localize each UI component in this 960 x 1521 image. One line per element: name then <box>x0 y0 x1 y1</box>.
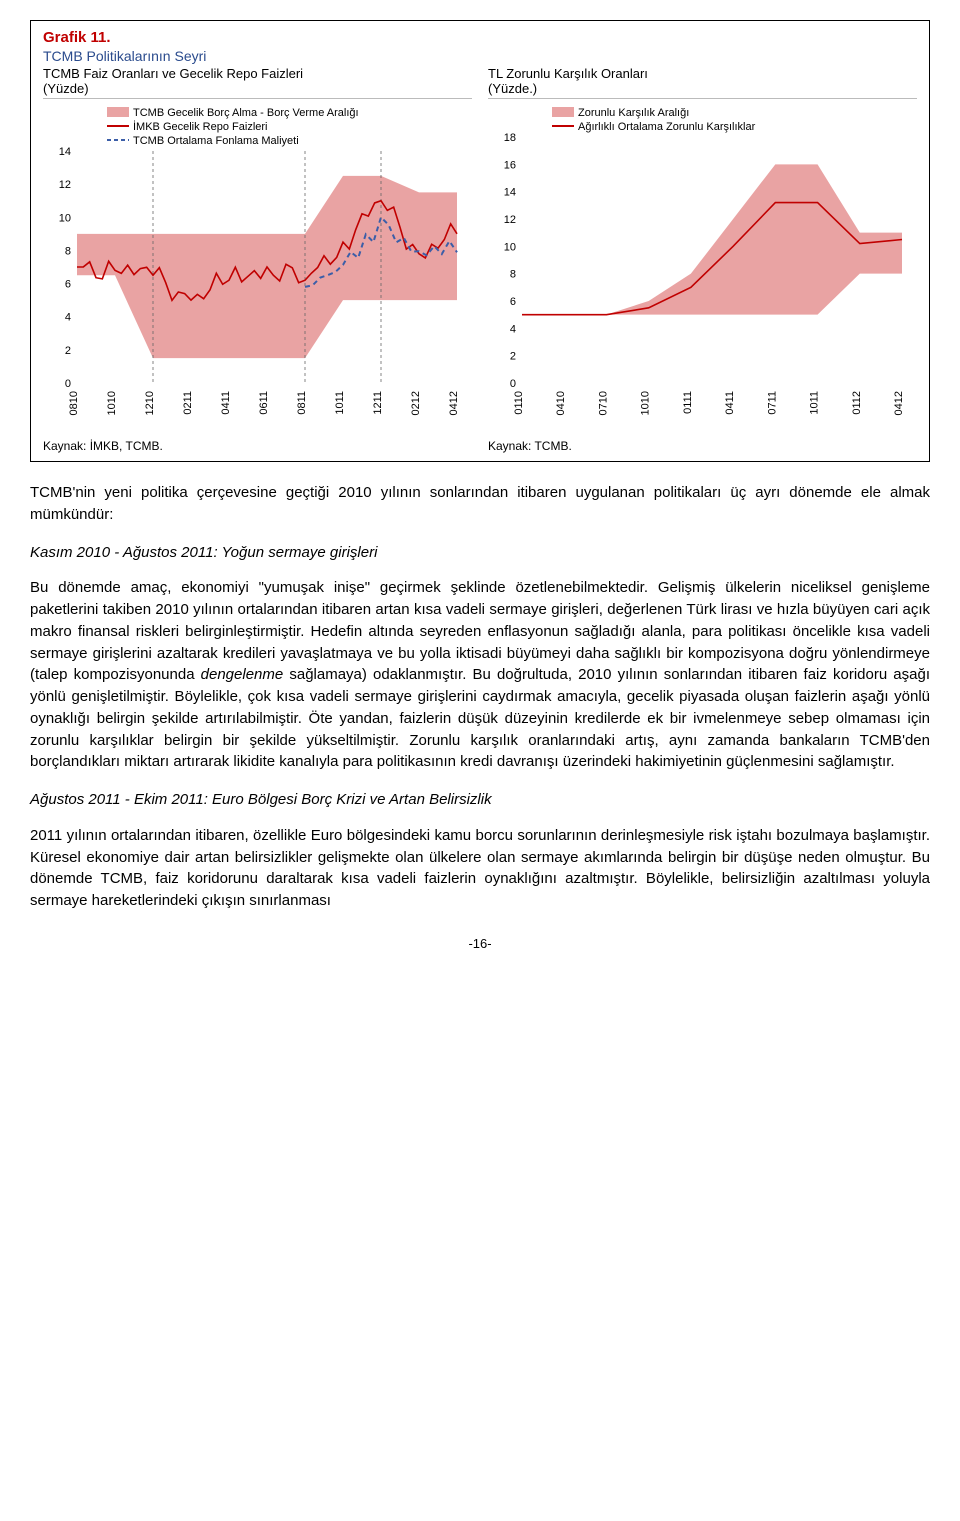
svg-text:12: 12 <box>59 179 71 191</box>
left-chart-unit: (Yüzde) <box>43 81 472 96</box>
svg-text:0810: 0810 <box>68 391 80 415</box>
body-text: TCMB'nin yeni politika çerçevesine geçti… <box>30 482 930 912</box>
right-chart-source: Kaynak: TCMB. <box>488 439 917 453</box>
grafik-subtitle: TCMB Politikalarının Seyri <box>43 48 917 64</box>
svg-text:0211: 0211 <box>182 391 194 415</box>
right-chart-unit: (Yüzde.) <box>488 81 917 96</box>
svg-text:0: 0 <box>510 378 516 390</box>
svg-text:1010: 1010 <box>106 391 118 415</box>
svg-text:0410: 0410 <box>555 391 567 415</box>
svg-text:1210: 1210 <box>144 391 156 415</box>
left-chart: TCMB Faiz Oranları ve Gecelik Repo Faizl… <box>43 66 472 453</box>
svg-text:TCMB Ortalama Fonlama Maliyeti: TCMB Ortalama Fonlama Maliyeti <box>133 135 299 147</box>
paragraph-2-italic: dengelenme <box>201 666 284 683</box>
svg-text:0110: 0110 <box>513 391 525 415</box>
section-heading-1: Kasım 2010 - Ağustos 2011: Yoğun sermaye… <box>30 542 930 564</box>
svg-text:1011: 1011 <box>809 391 821 415</box>
paragraph-2: Bu dönemde amaç, ekonomiyi "yumuşak iniş… <box>30 577 930 773</box>
svg-text:0212: 0212 <box>410 391 422 415</box>
svg-text:4: 4 <box>65 312 71 324</box>
svg-text:2: 2 <box>510 351 516 363</box>
svg-text:14: 14 <box>59 146 71 158</box>
svg-text:18: 18 <box>504 132 516 144</box>
svg-text:TCMB Gecelik Borç Alma - Borç: TCMB Gecelik Borç Alma - Borç Verme Aral… <box>133 107 359 119</box>
svg-text:0711: 0711 <box>766 391 778 415</box>
svg-text:0111: 0111 <box>682 391 694 414</box>
paragraph-intro: TCMB'nin yeni politika çerçevesine geçti… <box>30 482 930 526</box>
right-chart-svg: Zorunlu Karşılık Aralığı Ağırlıklı Ortala… <box>488 103 908 433</box>
svg-text:0: 0 <box>65 378 71 390</box>
right-chart: TL Zorunlu Karşılık Oranları (Yüzde.) Zo… <box>488 66 917 453</box>
svg-text:0412: 0412 <box>893 391 905 415</box>
svg-text:1011: 1011 <box>334 391 346 415</box>
svg-text:10: 10 <box>59 212 71 224</box>
svg-text:8: 8 <box>65 245 71 257</box>
left-chart-svg: TCMB Gecelik Borç Alma - Borç Verme Aral… <box>43 103 463 433</box>
grafik-label: Grafik 11. <box>43 29 917 46</box>
svg-text:0112: 0112 <box>851 391 863 415</box>
right-chart-title: TL Zorunlu Karşılık Oranları <box>488 66 917 81</box>
svg-text:0811: 0811 <box>296 391 308 415</box>
svg-text:2: 2 <box>65 345 71 357</box>
svg-text:0412: 0412 <box>448 391 460 415</box>
left-chart-source: Kaynak: İMKB, TCMB. <box>43 439 472 453</box>
page-number: -16- <box>30 936 930 951</box>
section-heading-2: Ağustos 2011 - Ekim 2011: Euro Bölgesi B… <box>30 789 930 811</box>
svg-text:1010: 1010 <box>640 391 652 415</box>
svg-text:1211: 1211 <box>372 391 384 415</box>
svg-text:8: 8 <box>510 269 516 281</box>
svg-text:6: 6 <box>510 296 516 308</box>
paragraph-3: 2011 yılının ortalarından itibaren, özel… <box>30 825 930 912</box>
svg-text:Zorunlu Karşılık Aralığı: Zorunlu Karşılık Aralığı <box>578 107 689 119</box>
svg-text:Ağırlıklı Ortalama Zorunlu Kar: Ağırlıklı Ortalama Zorunlu Karşılıklar <box>578 121 756 133</box>
svg-text:10: 10 <box>504 241 516 253</box>
svg-text:0611: 0611 <box>258 391 270 415</box>
svg-text:0411: 0411 <box>220 391 232 415</box>
svg-text:16: 16 <box>504 159 516 171</box>
svg-text:0710: 0710 <box>597 391 609 415</box>
svg-text:4: 4 <box>510 323 516 335</box>
left-chart-title: TCMB Faiz Oranları ve Gecelik Repo Faizl… <box>43 66 472 81</box>
svg-text:0411: 0411 <box>724 391 736 415</box>
charts-container: Grafik 11. TCMB Politikalarının Seyri TC… <box>30 20 930 462</box>
svg-text:İMKB Gecelik Repo Faizleri: İMKB Gecelik Repo Faizleri <box>133 120 268 133</box>
svg-text:14: 14 <box>504 187 516 199</box>
svg-text:12: 12 <box>504 214 516 226</box>
svg-text:6: 6 <box>65 279 71 291</box>
